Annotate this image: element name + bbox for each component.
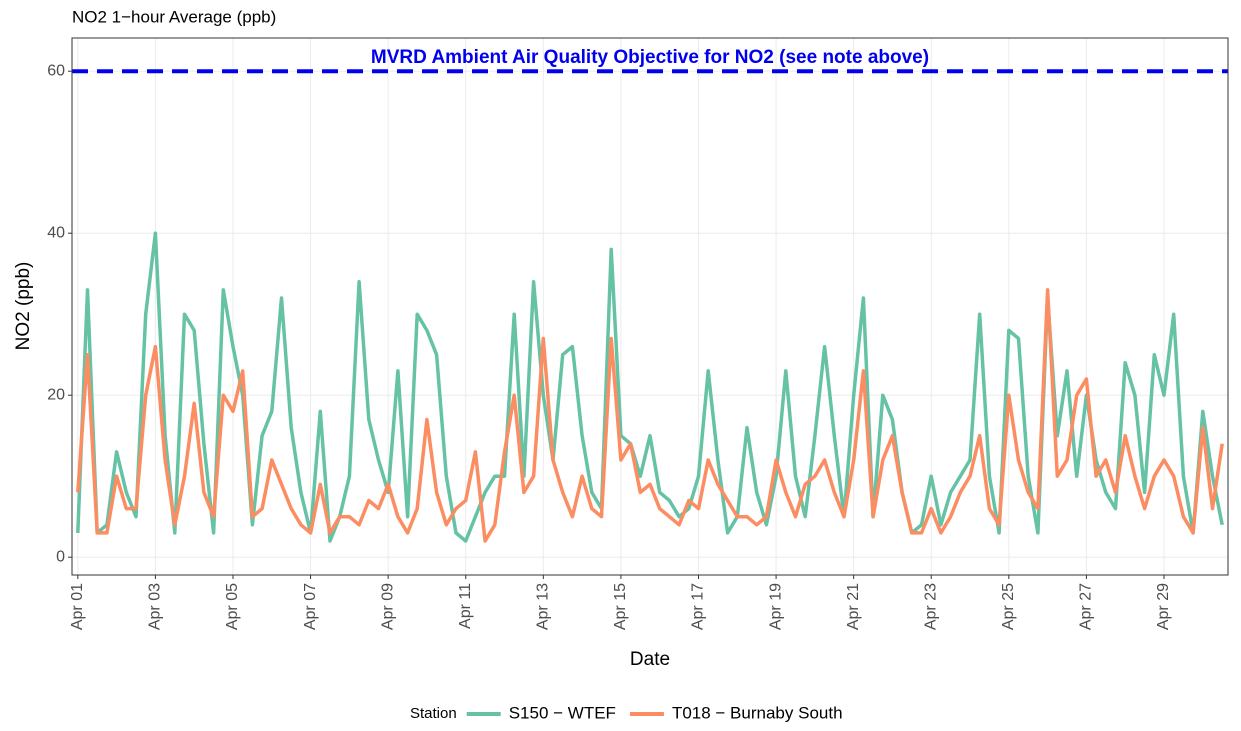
x-tick-label: Apr 17	[690, 583, 707, 630]
reference-label: MVRD Ambient Air Quality Objective for N…	[371, 47, 929, 68]
x-tick-label: Apr 09	[379, 583, 396, 630]
y-tick-label: 0	[56, 548, 65, 565]
x-tick-label: Apr 05	[224, 583, 241, 630]
x-tick-label: Apr 27	[1078, 583, 1095, 630]
series-line	[76, 288, 1224, 543]
x-tick-label: Apr 03	[147, 583, 164, 630]
x-tick-label: Apr 15	[612, 583, 629, 630]
x-tick-label: Apr 29	[1155, 583, 1172, 630]
legend-label: S150 − WTEF	[509, 703, 616, 722]
legend-title: Station	[410, 705, 457, 722]
y-tick-label: 60	[47, 62, 65, 79]
x-tick-label: Apr 21	[845, 583, 862, 630]
y-tick-label: 20	[47, 386, 65, 403]
x-axis-label: Date	[630, 649, 670, 670]
legend-label: T018 − Burnaby South	[672, 703, 843, 722]
x-tick-label: Apr 07	[302, 583, 319, 630]
y-tick-label: 40	[47, 224, 65, 241]
x-tick-label: Apr 01	[69, 583, 86, 630]
x-tick-label: Apr 19	[767, 583, 784, 630]
y-axis-label: NO2 (ppb)	[13, 262, 34, 351]
x-tick-label: Apr 25	[1000, 583, 1017, 630]
plot-border	[71, 37, 1229, 576]
x-tick-label: Apr 11	[457, 583, 474, 629]
x-tick-label: Apr 13	[535, 583, 552, 630]
x-tick-label: Apr 23	[922, 583, 939, 630]
chart-title: NO2 1−hour Average (ppb)	[72, 7, 276, 26]
